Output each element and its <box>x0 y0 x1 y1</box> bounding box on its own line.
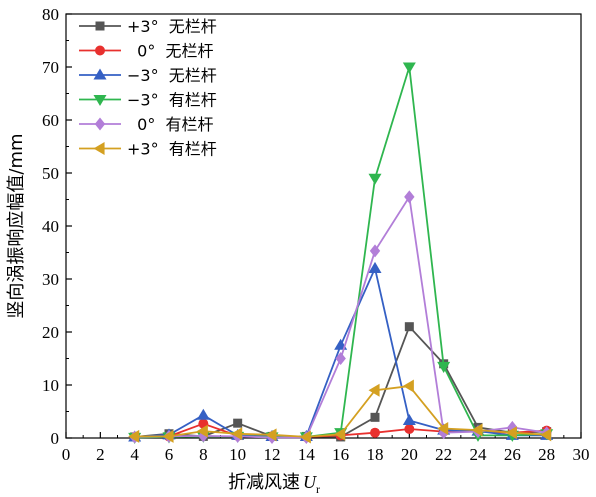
legend-item: −3° 有栏杆 <box>79 91 217 110</box>
legend-label: −3° 有栏杆 <box>127 91 217 110</box>
x-tick-label: 2 <box>96 445 105 464</box>
legend-label: 0° 无栏杆 <box>127 42 214 61</box>
data-point <box>93 142 105 155</box>
data-point <box>94 117 106 131</box>
series-line <box>134 194 547 439</box>
y-axis-title: 竖向涡振响应幅值/mm <box>6 133 27 318</box>
data-point <box>128 429 140 443</box>
data-point <box>334 427 346 441</box>
data-point <box>437 361 451 373</box>
data-point <box>231 427 243 441</box>
legend-item: 0° 无栏杆 <box>79 42 214 61</box>
x-axis-subscript: r <box>316 482 320 496</box>
legend-item: 0° 有栏杆 <box>79 115 214 134</box>
x-axis-variable: U <box>303 472 317 492</box>
y-tick-label: 40 <box>42 217 59 236</box>
data-point <box>162 429 174 443</box>
data-point <box>471 423 483 437</box>
x-tick-label: 24 <box>470 445 488 464</box>
data-point <box>402 379 414 393</box>
data-point <box>368 173 382 185</box>
x-tick-label: 0 <box>62 445 71 464</box>
x-tick-label: 16 <box>332 445 349 464</box>
legend-label: −3° 无栏杆 <box>127 66 217 85</box>
axis-ticks: 0 2 4 6 8 10 12 14 16 18 20 22 24 26 28 300102030405060… <box>42 5 590 464</box>
x-tick-label: 26 <box>504 445 521 464</box>
y-tick-label: 60 <box>42 111 59 130</box>
x-tick-label: 8 <box>199 445 208 464</box>
x-tick-label: 10 <box>229 445 246 464</box>
data-point <box>265 428 277 442</box>
data-point <box>402 414 416 426</box>
x-tick-label: 18 <box>367 445 384 464</box>
data-point <box>95 21 105 31</box>
y-tick-label: 50 <box>42 164 59 183</box>
data-point <box>335 352 346 365</box>
series-6 <box>128 379 552 444</box>
x-tick-label: 30 <box>573 445 590 464</box>
legend-item: −3° 无栏杆 <box>79 66 217 85</box>
x-tick-label: 20 <box>401 445 418 464</box>
data-point <box>404 423 415 434</box>
y-tick-label: 20 <box>42 323 59 342</box>
data-point <box>368 383 380 397</box>
data-point <box>299 430 311 444</box>
data-point <box>196 408 210 420</box>
x-tick-label: 6 <box>165 445 174 464</box>
data-point <box>368 261 382 273</box>
data-point <box>402 62 416 74</box>
y-tick-label: 70 <box>42 58 59 77</box>
legend-label: 0° 有栏杆 <box>127 115 214 134</box>
legend-item: +3° 无栏杆 <box>79 17 217 36</box>
data-point <box>233 418 243 428</box>
x-tick-label: 28 <box>538 445 555 464</box>
data-point <box>369 244 381 258</box>
data-point <box>437 421 449 435</box>
legend: +3° 无栏杆 0° 无栏杆 −3° 无栏杆 −3° 有栏杆 0° 有栏杆 +3° 有… <box>79 17 217 159</box>
data-point <box>370 427 380 438</box>
y-tick-label: 80 <box>42 5 59 24</box>
y-tick-label: 30 <box>42 270 59 289</box>
data-point <box>93 68 107 80</box>
data-point <box>95 45 105 56</box>
data-point <box>404 322 414 332</box>
series-5 <box>129 190 552 444</box>
data-point <box>505 426 517 440</box>
series-3 <box>128 261 554 442</box>
data-point <box>93 94 107 106</box>
x-tick-label: 12 <box>264 445 281 464</box>
data-point <box>370 412 380 422</box>
series-layer <box>128 62 554 444</box>
x-tick-label: 4 <box>130 445 139 464</box>
legend-label: +3° 有栏杆 <box>127 140 217 159</box>
x-axis-title: 折减风速 <box>228 472 300 493</box>
legend-label: +3° 无栏杆 <box>127 17 217 36</box>
y-tick-label: 10 <box>42 376 59 395</box>
data-point <box>196 424 208 438</box>
data-point <box>540 428 552 442</box>
legend-item: +3° 有栏杆 <box>79 140 217 159</box>
data-point <box>404 190 415 204</box>
x-tick-label: 22 <box>435 445 452 464</box>
x-tick-label: 14 <box>298 445 316 464</box>
y-tick-label: 0 <box>51 429 60 448</box>
